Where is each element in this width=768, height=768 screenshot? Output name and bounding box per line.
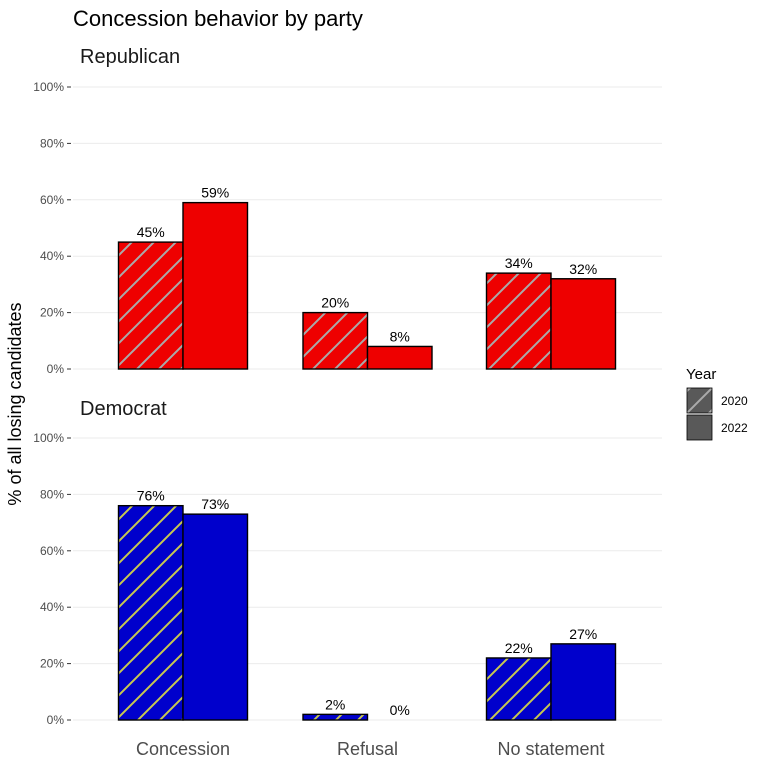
- y-axis-label: % of all losing candidates: [5, 302, 25, 505]
- y-tick-label: 100%: [33, 431, 64, 445]
- data-label: 20%: [321, 295, 349, 311]
- facet-label-republican: Republican: [80, 46, 180, 68]
- y-tick-label: 40%: [40, 600, 64, 614]
- data-label: 32%: [569, 261, 597, 277]
- legend-key-2022: [686, 414, 713, 441]
- y-tick-label: 80%: [40, 136, 64, 150]
- legend-key-2020: [686, 387, 713, 414]
- facet-democrat: Democrat 0% 20% 40% 60% 80% 100% 76% 2% 22% 73% 0% 2…: [33, 398, 662, 727]
- y-tick-label: 100%: [33, 80, 64, 94]
- y-tick-label: 0%: [47, 362, 65, 376]
- chart-title: Concession behavior by party: [73, 6, 363, 31]
- legend-label-2022: 2022: [721, 421, 748, 435]
- data-label: 8%: [390, 328, 410, 344]
- data-label: 45%: [137, 224, 165, 240]
- legend-label-2020: 2020: [721, 394, 748, 408]
- data-label: 0%: [390, 702, 410, 718]
- data-label: 2%: [325, 696, 345, 712]
- x-category-label: Refusal: [337, 739, 398, 759]
- bar-republican-2022-2: [550, 278, 617, 370]
- bar-republican-2020-1: [302, 311, 369, 370]
- data-label: 27%: [569, 626, 597, 642]
- y-tick-label: 40%: [40, 249, 64, 263]
- legend: Year 2020 2022: [686, 366, 748, 441]
- y-tick-label: 0%: [47, 713, 65, 727]
- facet-republican: Republican 0% 20% 40% 60% 80% 100% 45% 20% 34% 59%…: [33, 46, 662, 376]
- bar-republican-2022-0: [182, 201, 249, 370]
- x-category-label: No statement: [497, 739, 604, 759]
- bar-democrat-2022-2: [550, 643, 617, 721]
- data-label: 34%: [505, 255, 533, 271]
- data-label: 59%: [201, 185, 229, 201]
- bar-democrat-2022-0: [182, 513, 249, 721]
- bar-republican-2020-2: [485, 272, 552, 370]
- bar-republican-2020-0: [117, 241, 184, 370]
- data-label: 22%: [505, 640, 533, 656]
- data-label: 73%: [201, 496, 229, 512]
- y-tick-label: 60%: [40, 193, 64, 207]
- y-tick-label: 20%: [40, 306, 64, 320]
- bar-democrat-2020-2: [485, 657, 552, 721]
- bar-republican-2022-1: [366, 345, 433, 370]
- y-tick-label: 80%: [40, 487, 64, 501]
- y-tick-label: 20%: [40, 657, 64, 671]
- x-category-label: Concession: [136, 739, 230, 759]
- bar-democrat-2020-0: [117, 504, 184, 721]
- facet-label-democrat: Democrat: [80, 398, 167, 420]
- legend-title: Year: [686, 366, 716, 383]
- x-axis-categories: Concession Refusal No statement: [136, 739, 605, 759]
- y-tick-label: 60%: [40, 544, 64, 558]
- data-label: 76%: [137, 488, 165, 504]
- bar-democrat-2020-1: [302, 713, 369, 721]
- facet-panels: Republican 0% 20% 40% 60% 80% 100% 45% 20% 34% 59%…: [33, 46, 662, 727]
